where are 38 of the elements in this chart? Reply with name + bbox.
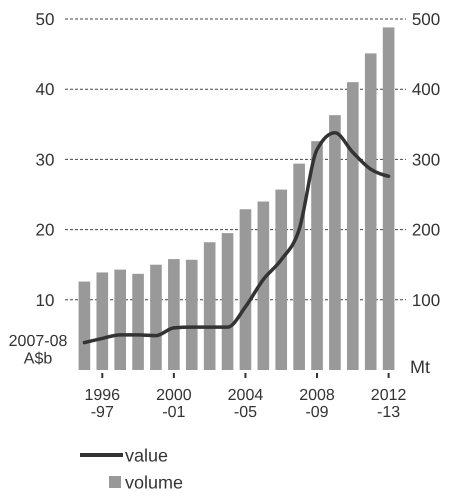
bar	[347, 82, 359, 370]
y2-axis-title: Mt	[410, 357, 430, 377]
x-tick-label: 2012-13	[370, 387, 407, 421]
y-tick-label: 10	[36, 290, 54, 310]
bar	[329, 115, 341, 370]
bar	[132, 274, 144, 370]
legend-label: volume	[125, 472, 184, 492]
bar	[168, 259, 180, 370]
bar	[382, 27, 394, 370]
bar	[204, 242, 216, 370]
bar	[150, 264, 162, 370]
bar	[186, 260, 198, 370]
bar	[258, 202, 270, 370]
bar	[364, 53, 377, 370]
y-tick-label: 40	[36, 80, 54, 100]
x-tick-label: 1996-97	[84, 387, 120, 421]
y-tick-label: 20	[36, 220, 54, 240]
y-tick-label: 30	[36, 150, 54, 170]
y2-tick-label: 200	[412, 220, 440, 240]
bar	[240, 209, 252, 370]
y-axis-title: 2007-08 A$b	[8, 333, 68, 368]
y2-tick-label: 100	[412, 290, 440, 310]
bar	[275, 190, 288, 370]
bar	[293, 164, 305, 370]
bar	[311, 141, 323, 370]
y2-tick-label: 400	[412, 80, 440, 100]
bar	[114, 270, 126, 370]
bar	[78, 282, 90, 370]
bar	[96, 272, 108, 370]
y2-tick-label: 300	[412, 150, 440, 170]
x-tick-label: 2004-05	[228, 387, 264, 421]
y-tick-label: 50	[36, 10, 54, 29]
y2-tick-label: 500	[412, 10, 440, 29]
bar	[222, 233, 234, 370]
line-series	[82, 130, 390, 344]
legend-label: value	[125, 445, 168, 466]
x-tick-label: 2000-01	[156, 387, 192, 421]
x-tick-label: 2008-09	[299, 387, 335, 421]
